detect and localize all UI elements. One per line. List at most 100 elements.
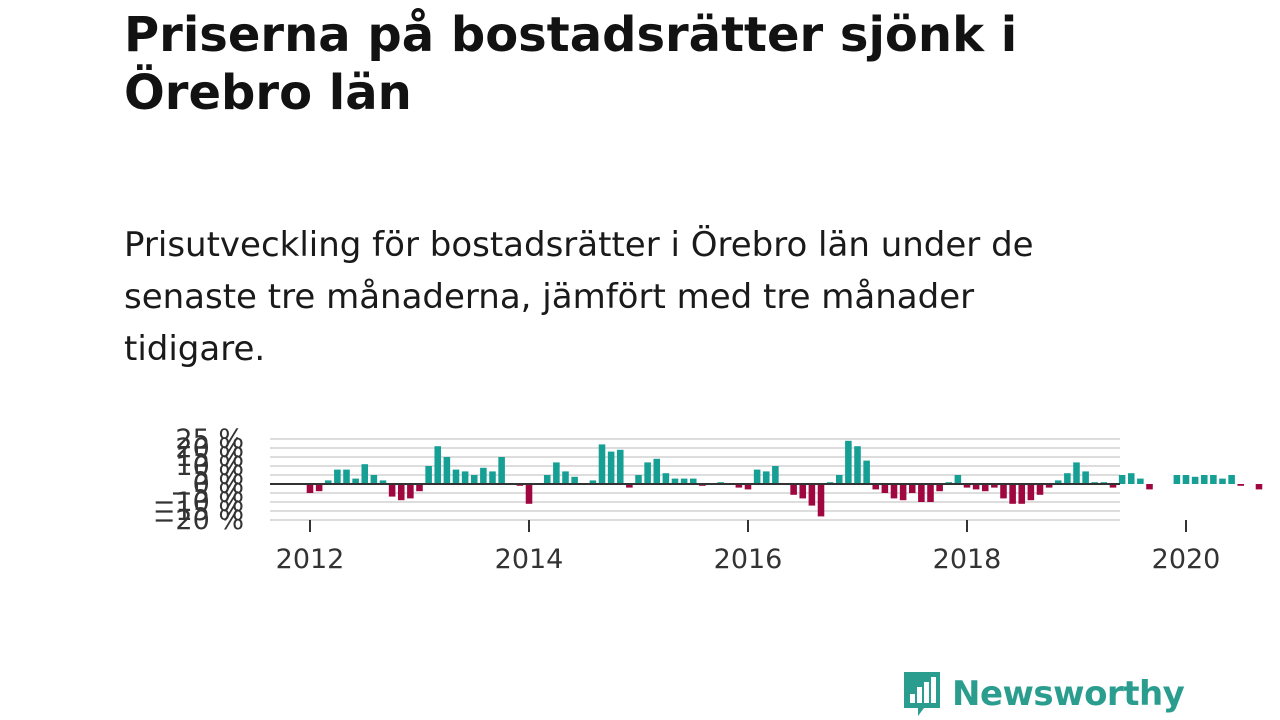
x-tick-label: 2018: [933, 544, 1002, 575]
bar: [835, 475, 843, 484]
bar: [653, 458, 661, 484]
bar: [1064, 473, 1071, 484]
bar: [571, 476, 578, 484]
bar: [379, 480, 387, 484]
y-tick-label: −15 %: [153, 496, 244, 527]
bar: [343, 469, 350, 484]
bar: [1009, 484, 1016, 504]
bar: [854, 446, 861, 484]
bar: [562, 471, 569, 484]
bar: [498, 457, 505, 484]
bar: [1173, 475, 1181, 484]
bar: [425, 466, 432, 484]
brand-name: Newsworthy: [952, 674, 1185, 714]
bar: [972, 484, 980, 490]
bar: [881, 484, 889, 493]
bar: [607, 451, 615, 484]
bar: [1237, 484, 1245, 486]
bar: [1018, 484, 1026, 504]
bar: [1137, 478, 1144, 484]
bar: [762, 471, 770, 484]
bar: [1054, 480, 1062, 484]
bar: [397, 484, 405, 501]
bar: [589, 480, 597, 484]
bar: [1082, 471, 1089, 484]
bar: [1182, 475, 1190, 484]
bar: [543, 475, 551, 484]
bar: [407, 484, 414, 499]
bar: [324, 480, 332, 484]
y-tick-label: −20 %: [153, 505, 244, 536]
bar: [361, 464, 369, 484]
bar: [1228, 475, 1235, 484]
bar: [1191, 476, 1199, 484]
newsworthy-logo-icon: [904, 672, 940, 716]
y-tick-label: −5 %: [170, 478, 244, 509]
bar: [680, 478, 688, 484]
headline: Priserna på bostadsrätter sjönk i Örebro…: [124, 7, 1018, 121]
brand-logo: Newsworthy: [902, 670, 1185, 718]
bar: [1036, 484, 1044, 495]
bar: [817, 484, 825, 517]
bar: [863, 460, 870, 484]
bar: [635, 475, 642, 484]
bar: [790, 484, 797, 495]
bar: [388, 484, 396, 497]
bar: [470, 475, 478, 484]
bar: [525, 484, 533, 504]
bar: [553, 462, 560, 484]
bar: [644, 462, 651, 484]
bar: [799, 484, 807, 499]
bar: [918, 484, 925, 502]
bar: [370, 475, 378, 484]
bar: [954, 475, 962, 484]
bar: [963, 484, 971, 488]
bar: [461, 471, 469, 484]
x-tick-label: 2020: [1152, 544, 1221, 575]
bar: [1027, 484, 1035, 501]
subtitle: Prisutveckling för bostadsrätter i Örebr…: [124, 225, 1034, 369]
y-tick-label: 0 %: [193, 469, 244, 500]
bar: [616, 449, 624, 484]
bar: [334, 469, 341, 484]
bar: [981, 484, 989, 492]
bar: [416, 484, 423, 492]
bar: [489, 471, 496, 484]
bar: [890, 484, 898, 499]
bar: [1000, 484, 1007, 499]
bar: [689, 478, 697, 484]
bar: [480, 467, 487, 484]
y-tick-label: 15 %: [175, 442, 244, 473]
bar: [1200, 475, 1208, 484]
bar: [1118, 475, 1126, 484]
bar: [352, 478, 359, 484]
bar: [936, 484, 943, 492]
x-tick-label: 2016: [714, 544, 783, 575]
x-tick-label: 2014: [495, 544, 564, 575]
bar: [452, 469, 460, 484]
bar: [1109, 484, 1117, 488]
bar: [434, 446, 442, 484]
bar: [1045, 484, 1053, 488]
bar: [744, 484, 752, 490]
bar: [753, 469, 761, 484]
bar: [845, 440, 852, 484]
bar: [772, 466, 779, 484]
bar: [1255, 484, 1263, 490]
bar: [662, 473, 670, 484]
bar: [626, 484, 633, 488]
bar: [1210, 475, 1217, 484]
x-tick-label: 2012: [276, 544, 345, 575]
y-tick-label: 25 %: [175, 424, 244, 455]
bar: [598, 444, 606, 484]
y-tick-label: 10 %: [175, 451, 244, 482]
bar: [1127, 473, 1135, 484]
bar: [991, 484, 998, 488]
bar: [927, 484, 934, 502]
bar: [808, 484, 816, 506]
bar: [306, 484, 314, 493]
bar: [735, 484, 743, 488]
bar: [443, 457, 451, 484]
bar: [872, 484, 880, 490]
